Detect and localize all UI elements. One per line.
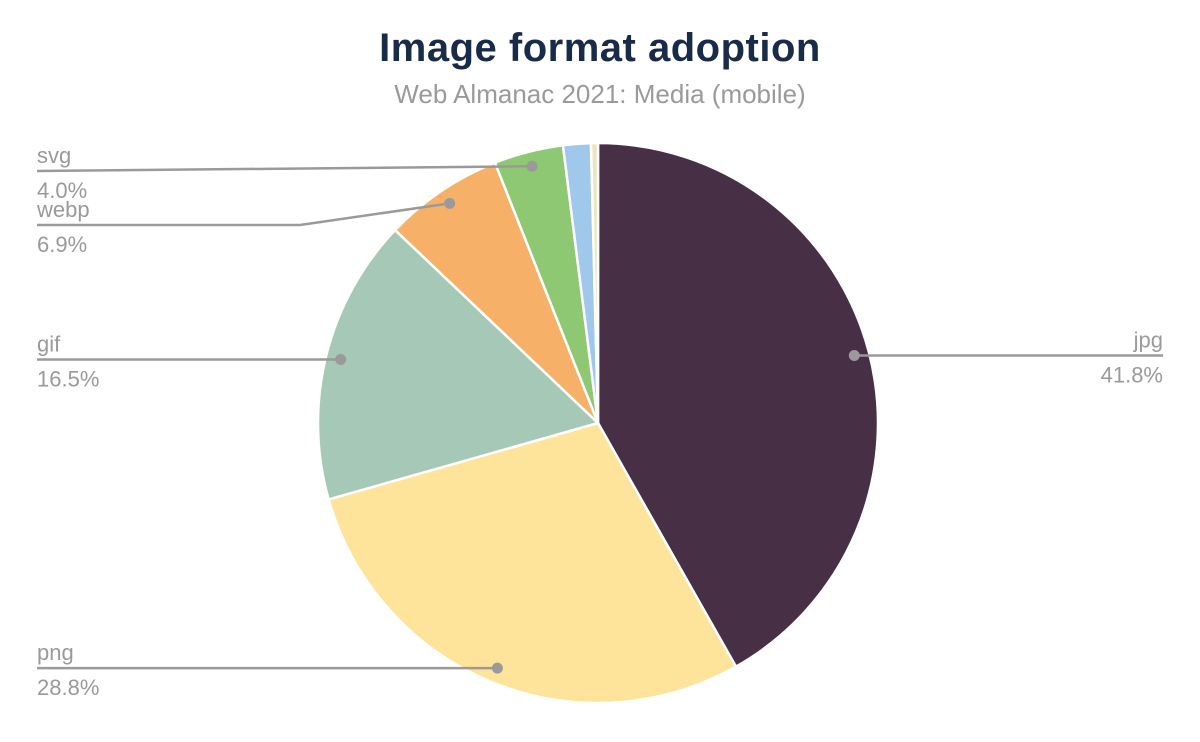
pie-slice-png[interactable] — [327, 421, 738, 705]
leader-dot-gif — [335, 354, 347, 365]
slice-label-webp: webp — [36, 197, 90, 222]
slice-label-png: png — [37, 640, 74, 665]
slice-percent-png: 28.8% — [37, 675, 99, 700]
leader-line-webp — [37, 202, 450, 227]
pie-slice-jpg[interactable] — [596, 141, 880, 668]
slice-percent-jpg: 41.8% — [1101, 362, 1163, 387]
slice-label-svg: svg — [37, 143, 71, 168]
leader-dot-png — [491, 662, 503, 674]
leader-dot-jpg — [848, 350, 860, 361]
slice-percent-webp: 6.9% — [37, 232, 87, 257]
slice-label-gif: gif — [37, 332, 61, 357]
leader-line-svg — [36, 165, 533, 173]
slice-percent-svg: 4.0% — [37, 178, 87, 203]
slice-label-jpg: jpg — [1133, 327, 1163, 352]
leader-dot-svg — [526, 160, 538, 172]
slice-percent-gif: 16.5% — [37, 367, 99, 392]
leader-dot-webp — [444, 197, 456, 209]
pie-slice-unlabeled-6[interactable] — [589, 141, 600, 425]
pie-slice-gif[interactable] — [316, 228, 600, 501]
pie-slice-webp[interactable] — [393, 161, 600, 425]
